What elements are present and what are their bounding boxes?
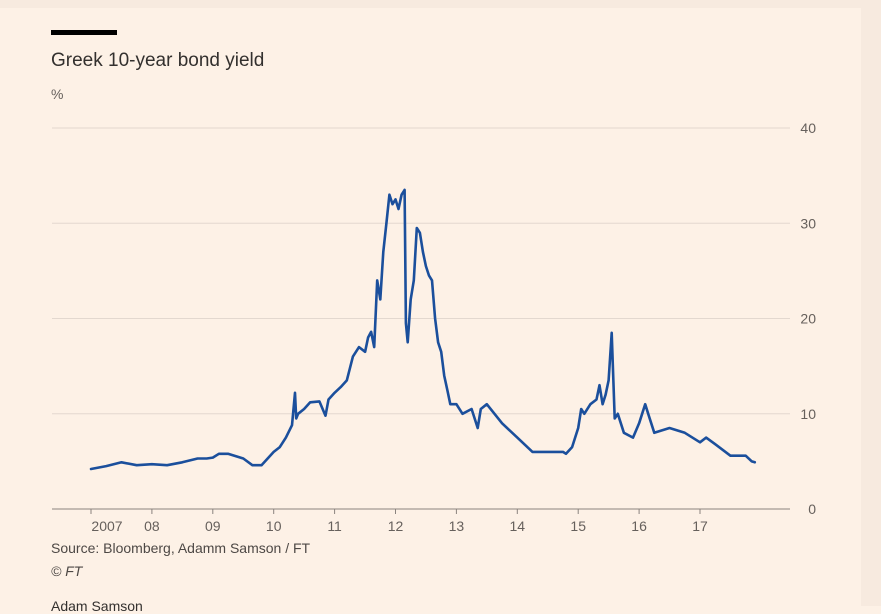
y-axis: 0 10 20 30 40 [800, 120, 816, 517]
y-tick-label: 20 [800, 311, 816, 327]
right-band [861, 0, 881, 606]
unit-label: % [51, 86, 64, 102]
y-tick-label: 30 [800, 215, 816, 231]
x-tick-label: 13 [449, 518, 465, 534]
gridlines [52, 127, 790, 510]
x-tick-label: 09 [205, 518, 221, 534]
y-tick-label: 10 [800, 406, 816, 422]
y-tick-label: 0 [808, 501, 816, 517]
x-tick-label: 14 [510, 518, 526, 534]
series-line-yield [89, 188, 757, 471]
x-tick-label: 12 [388, 518, 404, 534]
copyright-note: © FT [51, 563, 83, 579]
x-tick-label: 11 [327, 518, 342, 534]
x-tick-label: 16 [631, 518, 647, 534]
source-note: Source: Bloomberg, Adamm Samson / FT [51, 540, 311, 556]
top-band [0, 0, 881, 8]
x-axis: 2007 08 09 10 11 12 13 14 15 16 17 [90, 509, 708, 534]
x-tick-label: 15 [570, 518, 586, 534]
y-tick-label: 40 [800, 120, 816, 136]
author-name: Adam Samson [51, 598, 143, 614]
x-tick-label: 2007 [91, 518, 122, 534]
x-tick-label: 17 [692, 518, 708, 534]
x-tick-label: 08 [144, 518, 160, 534]
series-layer [89, 188, 757, 471]
chart-title: Greek 10-year bond yield [51, 50, 265, 71]
accent-bar [51, 30, 117, 35]
x-tick-label: 10 [266, 518, 282, 534]
